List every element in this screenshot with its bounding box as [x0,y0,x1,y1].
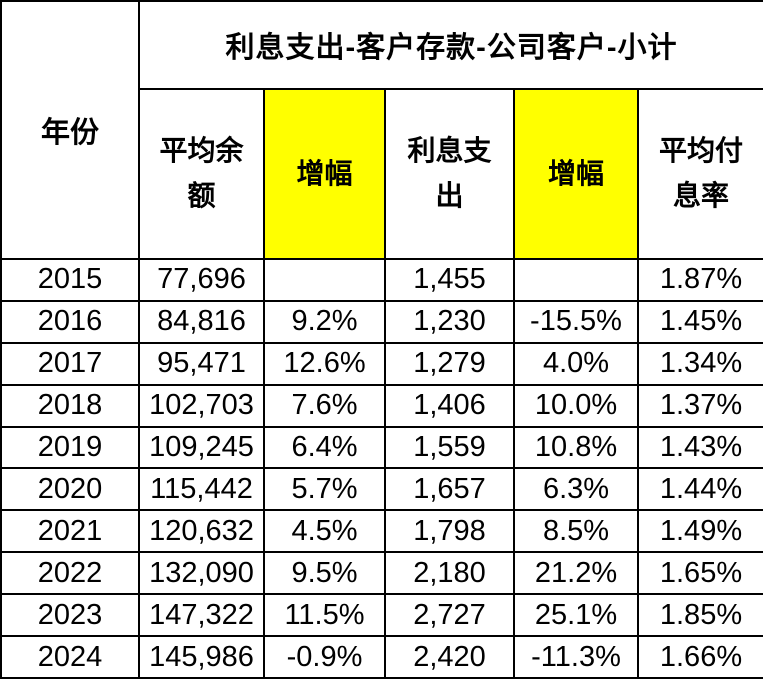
value-cell [513,258,639,302]
table-row: 2017 95,471 12.6% 1,279 4.0% 1.34% [0,341,763,386]
value-cell: -0.9% [263,635,386,679]
table-row: 2024 145,986 -0.9% 2,420 -11.3% 1.66% [0,635,763,679]
value-cell: 11.5% [263,593,386,638]
subheader-row: 平均余额 增幅 利息支出 增幅 平均付息率 [1,88,763,260]
value-cell: 1.65% [637,551,763,596]
column-header-avg-balance: 平均余额 [138,88,265,260]
value-cell: 1,657 [384,467,515,512]
value-cell: 109,245 [138,425,265,470]
value-cell: 1,406 [384,383,515,428]
column-header-interest-expense: 利息支出 [384,88,515,260]
value-cell: 9.2% [263,299,386,344]
value-cell: 115,442 [138,467,265,512]
table-row: 2020 115,442 5.7% 1,657 6.3% 1.44% [0,467,763,512]
year-cell: 2016 [0,299,140,344]
value-cell: 4.5% [263,509,386,554]
value-cell: 147,322 [138,593,265,638]
value-cell: 145,986 [138,635,265,679]
value-cell: 120,632 [138,509,265,554]
value-cell: 102,703 [138,383,265,428]
year-column-header: 年份 [0,0,140,260]
value-cell: 95,471 [138,341,265,386]
value-cell: 1.66% [637,635,763,679]
value-cell: 1.34% [637,341,763,386]
column-header-balance-growth: 增幅 [263,88,386,260]
year-cell: 2015 [0,258,140,302]
table-title: 利息支出-客户存款-公司客户-小计 [138,0,763,90]
value-cell: 1.87% [637,258,763,302]
value-cell: 6.4% [263,425,386,470]
year-cell: 2019 [0,425,140,470]
table-body: 2015 77,696 1,455 1.87% 2016 84,816 9.2% 1,230-… [0,258,763,679]
value-cell: -15.5% [513,299,639,344]
year-cell: 2020 [0,467,140,512]
column-header-label: 平均付息率 [658,135,743,211]
value-cell: 2,727 [384,593,515,638]
value-cell: 6.3% [513,467,639,512]
value-cell: -11.3% [513,635,639,679]
year-cell: 2024 [0,635,140,679]
value-cell: 1.44% [637,467,763,512]
value-cell: 2,180 [384,551,515,596]
column-header-label: 增幅 [296,157,353,189]
value-cell: 1,279 [384,341,515,386]
value-cell: 132,090 [138,551,265,596]
value-cell: 1,798 [384,509,515,554]
value-cell: 1,230 [384,299,515,344]
table-row: 2018 102,703 7.6% 1,406 10.0% 1.37% [0,383,763,428]
value-cell: 5.7% [263,467,386,512]
value-cell: 2,420 [384,635,515,679]
value-cell: 1,559 [384,425,515,470]
value-cell: 9.5% [263,551,386,596]
year-cell: 2023 [0,593,140,638]
column-header-label: 增幅 [547,157,604,189]
table-row: 2019 109,245 6.4% 1,559 10.8% 1.43% [0,425,763,470]
value-cell: 1.49% [637,509,763,554]
value-cell: 21.2% [513,551,639,596]
table-row: 2022 132,090 9.5% 2,180 21.2% 1.65% [0,551,763,596]
column-header-label: 利息支出 [407,135,492,211]
value-cell: 77,696 [138,258,265,302]
value-cell: 25.1% [513,593,639,638]
value-cell: 1.85% [637,593,763,638]
year-cell: 2022 [0,551,140,596]
value-cell: 1.43% [637,425,763,470]
value-cell: 7.6% [263,383,386,428]
value-cell: 1,455 [384,258,515,302]
table-row: 2023 147,322 11.5% 2,727 25.1% 1.85% [0,593,763,638]
value-cell [263,258,386,302]
year-cell: 2018 [0,383,140,428]
year-cell: 2021 [0,509,140,554]
year-cell: 2017 [0,341,140,386]
value-cell: 8.5% [513,509,639,554]
value-cell: 4.0% [513,341,639,386]
column-header-label: 平均余额 [159,135,244,211]
table-row: 2016 84,816 9.2% 1,230 -15.5% 1.45% [0,299,763,344]
column-header-avg-interest-rate: 平均付息率 [637,88,763,260]
value-cell: 10.8% [513,425,639,470]
column-header-expense-growth: 增幅 [513,88,639,260]
value-cell: 1.45% [637,299,763,344]
table-row: 2021 120,632 4.5% 1,798 8.5% 1.49% [0,509,763,554]
value-cell: 12.6% [263,341,386,386]
value-cell: 10.0% [513,383,639,428]
value-cell: 84,816 [138,299,265,344]
title-row: 年份 利息支出-客户存款-公司客户-小计 [0,0,763,260]
value-cell: 1.37% [637,383,763,428]
table-row: 2015 77,696 1,455 1.87% [0,258,763,302]
